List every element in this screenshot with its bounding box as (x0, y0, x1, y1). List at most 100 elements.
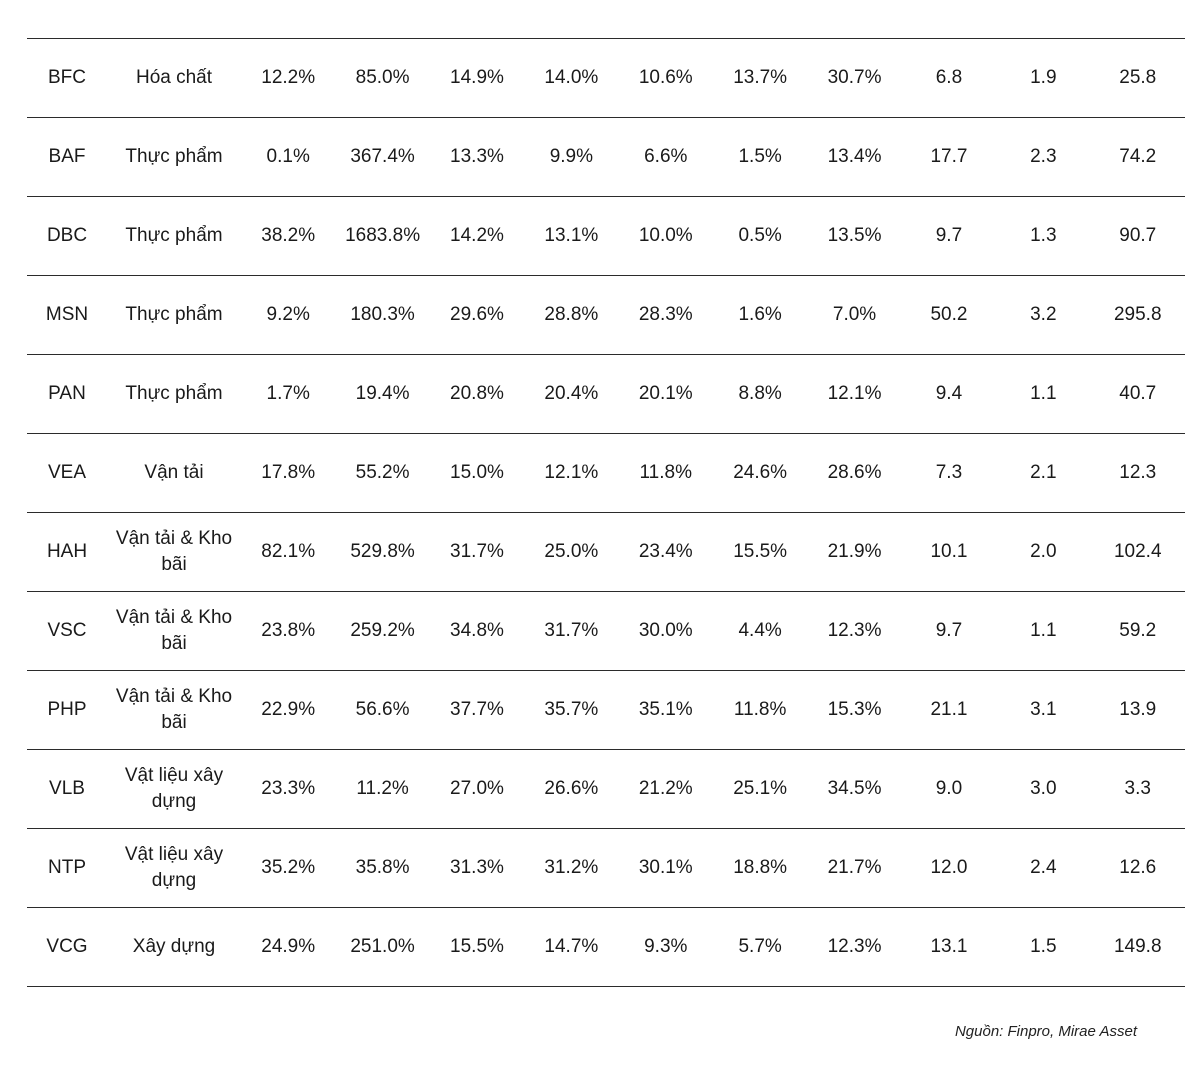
table-row: BFC Hóa chất 12.2% 85.0% 14.9% 14.0% 10.6% 13.7… (27, 38, 1185, 118)
value-cell: 2.1 (996, 433, 1091, 513)
sector-label: Vật liệu xây dựng (124, 844, 224, 891)
value-cell: 35.7% (524, 670, 619, 750)
value-cell: 30.7% (807, 38, 902, 118)
table-row: PAN Thực phẩm 1.7% 19.4% 20.8% 20.4% 20.1% 8.8%… (27, 354, 1185, 434)
value-cell: 30.1% (618, 828, 713, 908)
value-cell: 82.1% (241, 512, 336, 592)
ticker-cell: VSC (27, 591, 107, 671)
value-cell: 15.5% (712, 512, 808, 592)
value-cell: 14.2% (429, 196, 525, 276)
table-body: BFC Hóa chất 12.2% 85.0% 14.9% 14.0% 10.6% 13.7… (27, 38, 1185, 987)
value-cell: 3.3 (1090, 749, 1185, 829)
source-note: Nguồn: Finpro, Mirae Asset (954, 1023, 1137, 1040)
ticker-cell: VCG (27, 907, 107, 987)
value-cell: 2.3 (996, 117, 1091, 197)
table-row: VEA Vận tải 17.8% 55.2% 15.0% 12.1% 11.8% 24.6%… (27, 433, 1185, 513)
value-cell: 6.6% (618, 117, 713, 197)
value-cell: 12.3% (807, 591, 902, 671)
table-row: DBC Thực phẩm 38.2% 1683.8% 14.2% 13.1% 10.0% 0… (27, 196, 1185, 276)
ticker-cell: PHP (27, 670, 107, 750)
value-cell: 21.2% (618, 749, 713, 829)
value-cell: 7.0% (807, 275, 902, 355)
value-cell: 0.5% (712, 196, 808, 276)
value-cell: 18.8% (712, 828, 808, 908)
ticker-cell: BAF (27, 117, 107, 197)
ticker-cell: PAN (27, 354, 107, 434)
value-cell: 180.3% (335, 275, 430, 355)
value-cell: 12.2% (241, 38, 336, 118)
value-cell: 3.0 (996, 749, 1091, 829)
value-cell: 29.6% (429, 275, 525, 355)
table-row: NTP Vật liệu xây dựng 35.2% 35.8% 31.3% 31.2%… (27, 828, 1185, 908)
value-cell: 13.9 (1090, 670, 1185, 750)
sector-label: Vận tải (144, 462, 204, 483)
value-cell: 13.4% (807, 117, 902, 197)
value-cell: 23.8% (241, 591, 336, 671)
sector-label: Hóa chất (135, 67, 213, 88)
value-cell: 24.6% (712, 433, 808, 513)
value-cell: 0.1% (241, 117, 336, 197)
value-cell: 1.9 (996, 38, 1091, 118)
stock-table-container: BFC Hóa chất 12.2% 85.0% 14.9% 14.0% 10.6% 13.7… (27, 38, 1185, 987)
sector-label: Thực phẩm (125, 225, 223, 246)
value-cell: 19.4% (335, 354, 430, 434)
value-cell: 13.5% (807, 196, 902, 276)
sector-label: Vận tải & Kho bãi (115, 686, 233, 733)
sector-cell: Vận tải & Kho bãi (107, 670, 241, 750)
value-cell: 1683.8% (335, 196, 430, 276)
value-cell: 17.8% (241, 433, 336, 513)
value-cell: 14.7% (524, 907, 619, 987)
value-cell: 5.7% (712, 907, 808, 987)
stock-metrics-table: BFC Hóa chất 12.2% 85.0% 14.9% 14.0% 10.6% 13.7… (27, 38, 1185, 987)
sector-cell: Vận tải & Kho bãi (107, 512, 241, 592)
value-cell: 21.7% (807, 828, 902, 908)
value-cell: 20.4% (524, 354, 619, 434)
value-cell: 11.2% (335, 749, 430, 829)
sector-cell: Vật liệu xây dựng (107, 828, 241, 908)
value-cell: 4.4% (712, 591, 808, 671)
value-cell: 12.3 (1090, 433, 1185, 513)
value-cell: 10.1 (901, 512, 997, 592)
value-cell: 1.1 (996, 591, 1091, 671)
table-row: VSC Vận tải & Kho bãi 23.8% 259.2% 34.8% 31.7… (27, 591, 1185, 671)
table-row: MSN Thực phẩm 9.2% 180.3% 29.6% 28.8% 28.3% 1.6… (27, 275, 1185, 355)
table-row: PHP Vận tải & Kho bãi 22.9% 56.6% 37.7% 35.7%… (27, 670, 1185, 750)
value-cell: 15.3% (807, 670, 902, 750)
sector-cell: Vật liệu xây dựng (107, 749, 241, 829)
value-cell: 35.1% (618, 670, 713, 750)
value-cell: 259.2% (335, 591, 430, 671)
value-cell: 15.0% (429, 433, 525, 513)
value-cell: 1.5% (712, 117, 808, 197)
value-cell: 13.3% (429, 117, 525, 197)
ticker-cell: VEA (27, 433, 107, 513)
value-cell: 25.1% (712, 749, 808, 829)
value-cell: 9.0 (901, 749, 997, 829)
value-cell: 2.0 (996, 512, 1091, 592)
value-cell: 27.0% (429, 749, 525, 829)
value-cell: 28.8% (524, 275, 619, 355)
value-cell: 251.0% (335, 907, 430, 987)
value-cell: 14.0% (524, 38, 619, 118)
value-cell: 367.4% (335, 117, 430, 197)
table-row: VCG Xây dựng 24.9% 251.0% 15.5% 14.7% 9.3% 5.7%… (27, 907, 1185, 987)
value-cell: 3.1 (996, 670, 1091, 750)
value-cell: 10.6% (618, 38, 713, 118)
ticker-cell: DBC (27, 196, 107, 276)
sector-cell: Hóa chất (107, 38, 241, 118)
value-cell: 1.5 (996, 907, 1091, 987)
value-cell: 30.0% (618, 591, 713, 671)
sector-cell: Thực phẩm (107, 117, 241, 197)
value-cell: 40.7 (1090, 354, 1185, 434)
value-cell: 31.2% (524, 828, 619, 908)
value-cell: 26.6% (524, 749, 619, 829)
value-cell: 22.9% (241, 670, 336, 750)
value-cell: 20.1% (618, 354, 713, 434)
sector-label: Thực phẩm (125, 304, 223, 325)
value-cell: 55.2% (335, 433, 430, 513)
value-cell: 56.6% (335, 670, 430, 750)
value-cell: 2.4 (996, 828, 1091, 908)
value-cell: 34.5% (807, 749, 902, 829)
value-cell: 20.8% (429, 354, 525, 434)
sector-cell: Vận tải (107, 433, 241, 513)
value-cell: 74.2 (1090, 117, 1185, 197)
